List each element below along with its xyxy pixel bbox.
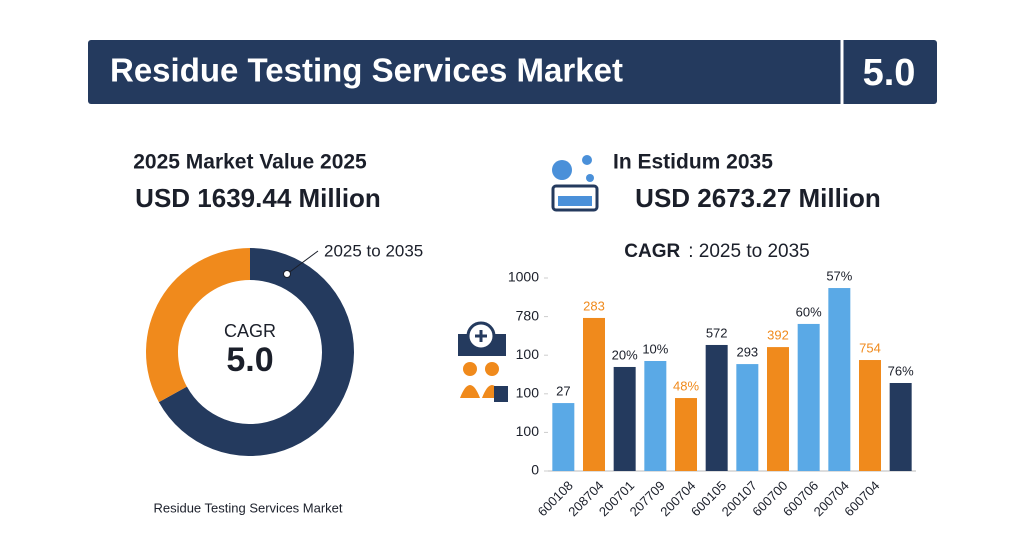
bar-label: 57% bbox=[826, 268, 852, 283]
bar-label: 283 bbox=[583, 298, 605, 313]
y-tick-label: 0 bbox=[531, 462, 539, 478]
bar bbox=[828, 288, 851, 471]
bar bbox=[736, 364, 759, 471]
stat-label: In Estidum 2035 bbox=[613, 151, 773, 174]
bar-label: 48% bbox=[673, 378, 699, 393]
callout-label: 2025 to 2035 bbox=[324, 241, 423, 260]
center-value: 5.0 bbox=[226, 341, 273, 379]
bar-label: 293 bbox=[736, 345, 758, 360]
bar bbox=[859, 360, 881, 471]
callout-line bbox=[286, 250, 319, 275]
bar-label: 20% bbox=[612, 347, 638, 362]
bar-label: 27 bbox=[556, 384, 570, 399]
bar-label: 76% bbox=[888, 363, 914, 378]
bar-label: 572 bbox=[706, 325, 728, 340]
bar-label: 754 bbox=[859, 340, 881, 355]
bar bbox=[889, 382, 912, 471]
stat-label: 2025 Market Value 2025 bbox=[133, 151, 367, 174]
y-tick-label: 780 bbox=[516, 307, 540, 323]
header-title: Residue Testing Services Market bbox=[110, 52, 623, 89]
header-bar bbox=[88, 40, 937, 104]
header-value: 5.0 bbox=[863, 52, 916, 94]
bar bbox=[552, 403, 575, 471]
bar bbox=[797, 323, 820, 471]
chart-title-main: CAGR bbox=[624, 241, 680, 262]
chart-subtitle: : 2025 to 2035 bbox=[688, 241, 810, 262]
y-tick-label: 1000 bbox=[508, 269, 539, 285]
callout-dot bbox=[283, 270, 291, 278]
y-tick-label: 100 bbox=[516, 423, 540, 439]
bar-chart: CAGR: 2025 to 20350100100100780100027600… bbox=[508, 241, 916, 519]
bar-label: 10% bbox=[642, 341, 668, 356]
y-tick-label: 100 bbox=[516, 346, 540, 362]
bar bbox=[767, 347, 789, 471]
people-icon bbox=[458, 321, 508, 402]
donut-segment bbox=[158, 248, 354, 456]
donut-segment bbox=[145, 248, 250, 403]
y-tick-label: 100 bbox=[516, 385, 540, 401]
bar bbox=[613, 366, 636, 471]
bar bbox=[644, 360, 667, 471]
lab-icon bbox=[551, 155, 599, 212]
bar bbox=[675, 398, 697, 471]
bar-label: 60% bbox=[796, 304, 822, 319]
stat-value: USD 1639.44 Million bbox=[135, 183, 381, 213]
stat-value: USD 2673.27 Million bbox=[635, 183, 881, 213]
bar-label: 392 bbox=[767, 328, 789, 343]
bar bbox=[583, 317, 605, 471]
chart-title: CAGR : 2025 to 2035 bbox=[624, 241, 809, 262]
bar bbox=[705, 344, 728, 471]
center-label: CAGR bbox=[224, 321, 276, 341]
caption: Residue Testing Services Market bbox=[153, 500, 342, 515]
